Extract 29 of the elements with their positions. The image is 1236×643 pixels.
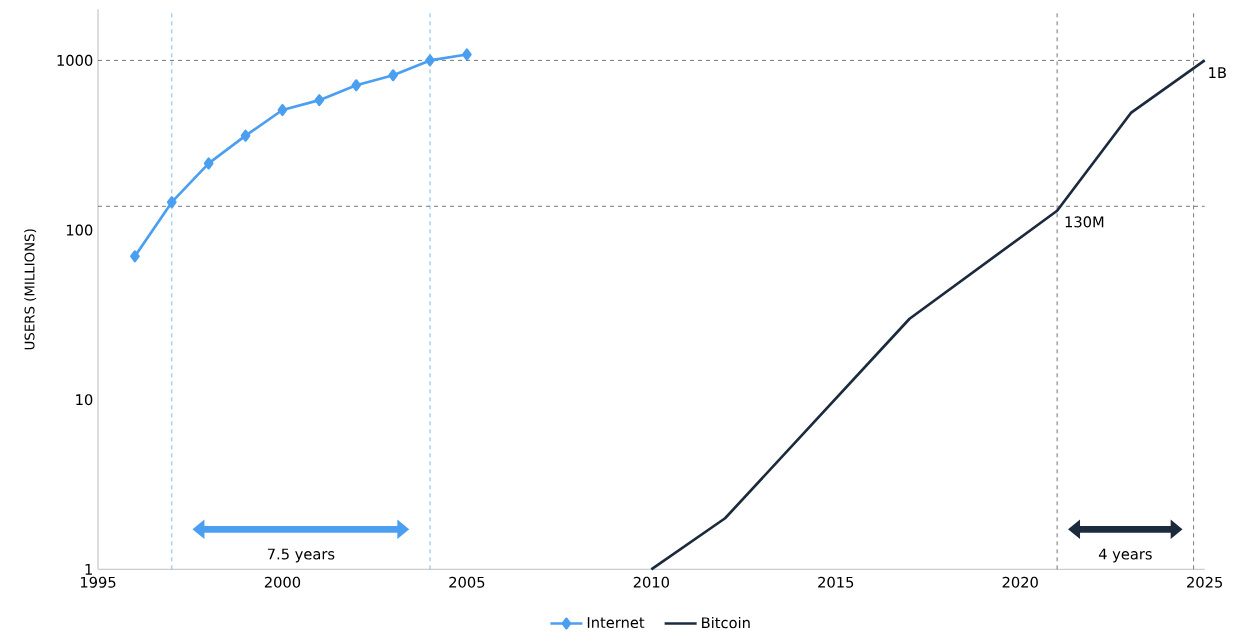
point [277,104,288,117]
point [388,69,398,82]
point [203,157,214,170]
point [240,129,251,142]
x-tick-label: 2000 [264,576,301,588]
x-tick-label: 2025 [1187,576,1223,588]
annotation: 1B [1209,67,1226,79]
x-tick-label: 2020 [1002,576,1038,588]
annotation: 7.5 years [267,548,335,563]
x-tick-label: 1995 [80,576,116,588]
y-tick-label: 1 [85,564,92,575]
annotation: 130M [1065,216,1104,228]
point [351,79,362,92]
x-tick-label: 2010 [633,576,669,588]
legend-label: Bitcoin [702,617,750,629]
point [425,54,435,67]
annotation: 4 years [1098,548,1152,563]
line-series [650,59,1207,571]
point [166,196,177,209]
legend-label: Internet [587,617,645,629]
y-axis-title: USERS (MILLIONS) [24,229,37,350]
x-tick-label: 2015 [818,576,854,588]
y-tick-label: 1000 [57,55,93,67]
x-tick-label: 2005 [449,576,485,588]
point [314,94,325,107]
y-tick-label: 10 [76,394,93,406]
point [462,48,472,61]
y-tick-label: 100 [66,224,93,236]
point [130,250,140,263]
